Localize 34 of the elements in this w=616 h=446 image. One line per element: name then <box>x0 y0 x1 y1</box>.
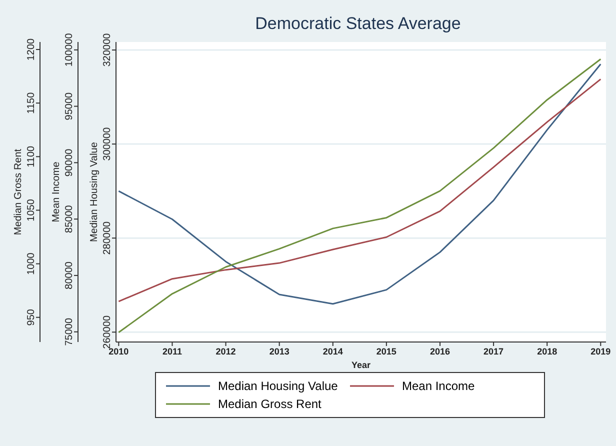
x-tick-label: 2015 <box>376 346 396 356</box>
x-tick-label: 2010 <box>108 346 129 356</box>
x-tick-label: 2016 <box>430 346 450 356</box>
y2-tick-label: 100000 <box>64 32 75 67</box>
legend-label: Mean Income <box>402 379 475 393</box>
y3-tick-label: 1050 <box>26 198 37 222</box>
y2-tick-label: 75000 <box>64 318 75 346</box>
chart-title: Democratic States Average <box>254 14 462 34</box>
y2-tick-label: 85000 <box>64 204 75 233</box>
y2-tick-label: 90000 <box>64 148 75 177</box>
x-tick-label: 2013 <box>269 346 290 356</box>
y2-tick-label: 80000 <box>64 261 75 290</box>
y-tick-label: 320000 <box>102 32 113 67</box>
x-tick-label: 2018 <box>537 346 558 356</box>
x-axis-title: Year <box>351 360 371 370</box>
y3-tick-label: 1000 <box>26 252 37 275</box>
y2-tick-label: 95000 <box>64 92 75 120</box>
y3-tick-label: 1150 <box>26 92 37 114</box>
x-tick-label: 2014 <box>322 346 343 356</box>
legend-label: Median Housing Value <box>218 379 338 393</box>
x-tick-label: 2017 <box>484 346 504 356</box>
y-tick-label: 260000 <box>102 315 113 349</box>
y3-tick-label: 1200 <box>26 38 37 61</box>
y3-axis-title: Median Gross Rent <box>13 148 24 236</box>
x-tick-label: 2012 <box>216 346 236 356</box>
y3-tick-label: 950 <box>26 308 37 326</box>
x-tick-label: 2011 <box>162 346 182 356</box>
y-axis-title: Median Housing Value <box>89 142 100 242</box>
y-tick-label: 280000 <box>102 220 113 255</box>
y-tick-label: 300000 <box>102 126 113 161</box>
legend-label: Median Gross Rent <box>218 397 322 411</box>
x-tick-label: 2019 <box>590 346 611 356</box>
y3-tick-label: 1100 <box>26 145 37 168</box>
y2-axis-title: Mean Income <box>51 161 62 222</box>
